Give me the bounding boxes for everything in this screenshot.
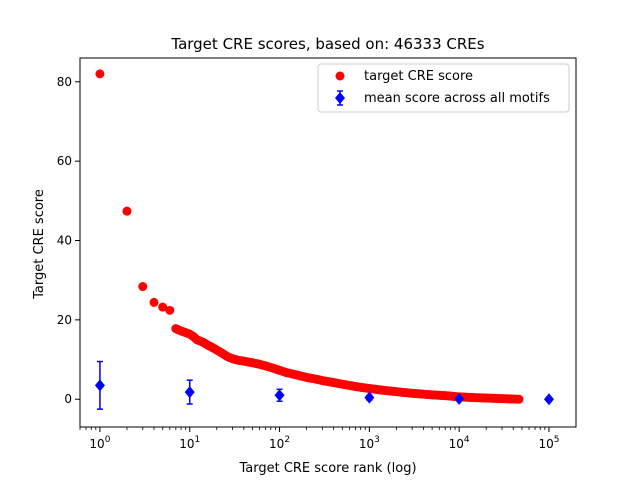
mean-point	[274, 389, 285, 402]
plot-area: 100 101 102 103 104 105 0 20 40 60 80	[57, 57, 577, 451]
mean-point	[184, 386, 195, 399]
y-tick-label: 40	[57, 234, 72, 248]
score-point	[95, 69, 105, 79]
axes-frame	[79, 57, 577, 428]
x-tick-label: 104	[449, 435, 470, 451]
legend: target CRE score mean score across all mo…	[317, 63, 570, 113]
legend-marker-mean	[335, 92, 345, 104]
score-point	[158, 302, 168, 312]
mean-point	[94, 379, 105, 392]
mean-point	[454, 392, 465, 405]
y-tick-label: 20	[57, 313, 72, 327]
legend-entry-label: target CRE score	[364, 69, 473, 84]
x-axis-label: Target CRE score rank (log)	[238, 461, 416, 476]
y-axis-label: Target CRE score	[32, 189, 47, 300]
legend-box	[317, 63, 570, 113]
score-point	[149, 297, 159, 307]
mean-point	[364, 391, 375, 404]
score-point	[122, 206, 132, 216]
legend-marker-score	[335, 71, 345, 81]
x-tick-label: 103	[359, 435, 380, 451]
x-tick-label: 100	[89, 435, 110, 451]
x-tick-label: 105	[538, 435, 559, 451]
y-tick-label: 80	[57, 75, 72, 89]
score-point	[512, 394, 522, 404]
legend-entry-label: mean score across all motifs	[364, 91, 550, 106]
score-point	[165, 305, 175, 315]
y-tick-label: 60	[57, 154, 72, 168]
x-tick-label: 101	[179, 435, 200, 451]
mean-point	[543, 393, 554, 406]
score-point	[138, 282, 148, 292]
y-tick-label: 0	[64, 392, 72, 406]
chart-title: Target CRE scores, based on: 46333 CREs	[170, 35, 484, 53]
x-tick-label: 102	[269, 435, 290, 451]
